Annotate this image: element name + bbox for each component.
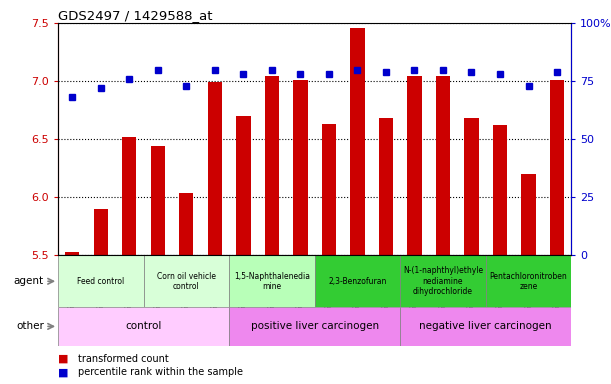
Text: GDS2497 / 1429588_at: GDS2497 / 1429588_at <box>58 9 213 22</box>
Text: other: other <box>16 321 44 331</box>
Bar <box>229 307 400 346</box>
Text: agent: agent <box>13 276 44 286</box>
Bar <box>293 80 307 255</box>
Text: Pentachloronitroben
zene: Pentachloronitroben zene <box>489 271 568 291</box>
Bar <box>58 307 229 346</box>
Bar <box>144 255 229 307</box>
Bar <box>521 174 536 255</box>
Bar <box>400 307 571 346</box>
Bar <box>493 125 507 255</box>
Text: ■: ■ <box>58 367 68 377</box>
Text: 1,5-Naphthalenedia
mine: 1,5-Naphthalenedia mine <box>234 271 310 291</box>
Bar <box>58 255 144 307</box>
Text: ■: ■ <box>58 354 68 364</box>
Bar <box>464 118 478 255</box>
Bar <box>151 146 165 255</box>
Text: Feed control: Feed control <box>77 277 125 286</box>
Bar <box>179 193 194 255</box>
Text: negative liver carcinogen: negative liver carcinogen <box>419 321 552 331</box>
Bar <box>122 137 136 255</box>
Bar <box>93 209 108 255</box>
Text: Corn oil vehicle
control: Corn oil vehicle control <box>157 271 216 291</box>
Bar <box>322 124 336 255</box>
Text: N-(1-naphthyl)ethyle
nediamine
dihydrochloride: N-(1-naphthyl)ethyle nediamine dihydroch… <box>403 266 483 296</box>
Bar <box>208 82 222 255</box>
Bar <box>229 255 315 307</box>
Text: 2,3-Benzofuran: 2,3-Benzofuran <box>328 277 387 286</box>
Bar <box>265 76 279 255</box>
Bar <box>436 76 450 255</box>
Bar <box>400 255 486 307</box>
Bar <box>550 80 564 255</box>
Text: control: control <box>125 321 162 331</box>
Text: positive liver carcinogen: positive liver carcinogen <box>251 321 379 331</box>
Bar <box>236 116 251 255</box>
Bar <box>379 118 393 255</box>
Bar <box>408 76 422 255</box>
Text: percentile rank within the sample: percentile rank within the sample <box>78 367 243 377</box>
Text: transformed count: transformed count <box>78 354 169 364</box>
Bar <box>486 255 571 307</box>
Bar <box>315 255 400 307</box>
Bar <box>65 252 79 255</box>
Bar <box>350 28 365 255</box>
